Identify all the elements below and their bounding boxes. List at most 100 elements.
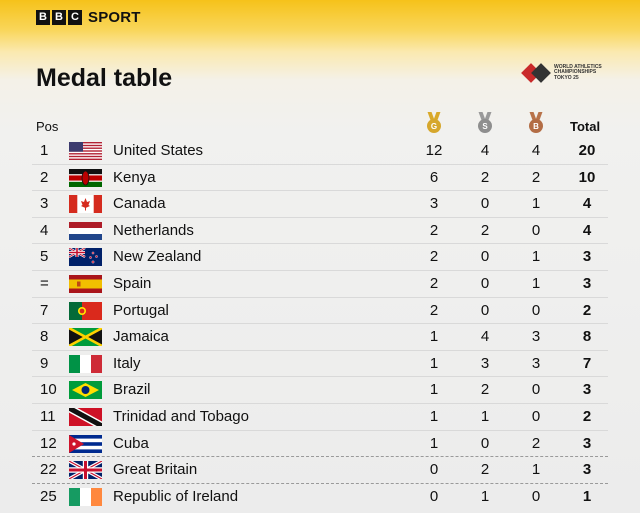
silver-count: 0 <box>480 274 490 292</box>
table-row: 12 Cuba 1 0 2 3 <box>32 431 608 458</box>
gold-count: 6 <box>429 168 439 186</box>
event-logo-line-1: WORLD ATHLETICS <box>554 63 602 70</box>
flag-portugal-icon <box>69 301 102 320</box>
total-count: 3 <box>582 248 592 266</box>
bronze-count: 4 <box>531 142 541 159</box>
bronze-count: 0 <box>531 221 541 239</box>
gold-count: 2 <box>429 301 439 319</box>
total-count: 8 <box>582 328 592 346</box>
row-position: 8 <box>40 328 49 346</box>
gold-count: 0 <box>429 461 439 479</box>
gold-count: 2 <box>429 248 439 266</box>
silver-count: 2 <box>480 168 490 186</box>
bronze-count: 0 <box>531 381 541 399</box>
flag-italy-icon <box>69 354 102 373</box>
row-position: 10 <box>40 381 57 399</box>
silver-count: 4 <box>480 142 490 159</box>
country-name: Cuba <box>113 434 149 452</box>
bbc-logo-block-2: B <box>52 9 66 25</box>
table-row: 7 Portugal 2 0 0 2 <box>32 298 608 325</box>
bronze-count: 1 <box>531 248 541 266</box>
table-row: 25 Republic of Ireland 0 1 0 1 <box>32 484 608 510</box>
row-position: 11 <box>40 407 56 425</box>
table-row: 5 New Zealand 2 0 1 3 <box>32 244 608 271</box>
gold-count: 0 <box>429 487 439 505</box>
flag-great-britain-icon <box>69 461 102 480</box>
country-name: United States <box>113 142 204 159</box>
row-position: 7 <box>40 301 49 319</box>
gold-count: 1 <box>429 354 439 372</box>
total-count: 3 <box>582 461 592 479</box>
table-row: 3 Canada 3 0 1 4 <box>32 191 608 218</box>
table-row: 4 Netherlands 2 2 0 4 <box>32 218 608 245</box>
table-row: 1 United States 12 4 4 20 <box>32 138 608 165</box>
page-title: Medal table <box>36 64 173 92</box>
flag-jamaica-icon <box>69 328 102 347</box>
bronze-count: 3 <box>531 354 541 372</box>
country-name: Kenya <box>113 168 156 186</box>
flag-ireland-icon <box>69 487 102 506</box>
table-row: 9 Italy 1 3 3 7 <box>32 351 608 378</box>
flag-netherlands-icon <box>69 221 102 240</box>
bronze-count: 2 <box>531 168 541 186</box>
medal-table: 1 United States 12 4 4 20 2 <box>32 138 608 509</box>
event-logo-line-2: CHAMPIONSHIPS <box>554 69 597 76</box>
silver-count: 0 <box>480 434 490 452</box>
bronze-count: 1 <box>531 195 541 213</box>
row-position: 4 <box>40 221 49 239</box>
bronze-count: 1 <box>531 274 541 292</box>
table-row: 8 Jamaica 1 4 3 8 <box>32 324 608 351</box>
flag-canada-icon <box>69 195 102 214</box>
bbc-logo-block-1: B <box>36 9 50 25</box>
country-name: Trinidad and Tobago <box>113 407 249 425</box>
total-count: 7 <box>582 354 592 372</box>
country-name: Netherlands <box>113 221 194 239</box>
gold-count: 12 <box>425 142 443 159</box>
championships-mark-icon <box>521 63 551 83</box>
table-header: Pos G S B Total <box>0 112 640 138</box>
country-name: Italy <box>113 354 141 372</box>
flag-trinidad-tobago-icon <box>69 407 102 426</box>
country-name: Canada <box>113 195 166 213</box>
silver-count: 0 <box>480 301 490 319</box>
bbc-sport-logo[interactable]: B B C SPORT <box>36 9 141 26</box>
bbc-logo-block-3: C <box>68 9 82 25</box>
silver-count: 2 <box>480 381 490 399</box>
bronze-count: 0 <box>531 301 541 319</box>
silver-count: 1 <box>480 487 490 505</box>
total-count: 1 <box>582 487 592 505</box>
bronze-count: 2 <box>531 434 541 452</box>
total-count: 4 <box>582 221 592 239</box>
table-row: 10 Brazil 1 2 0 3 <box>32 377 608 404</box>
total-count: 10 <box>578 168 596 186</box>
country-name: Great Britain <box>113 461 198 479</box>
country-name: Brazil <box>113 381 151 399</box>
silver-count: 2 <box>480 461 490 479</box>
silver-count: 2 <box>480 221 490 239</box>
gold-count: 2 <box>429 221 439 239</box>
row-position: 9 <box>40 354 49 372</box>
row-position: 3 <box>40 195 49 213</box>
silver-count: 0 <box>480 195 490 213</box>
table-row: 22 Great Britain 0 2 1 3 <box>32 457 608 484</box>
total-count: 4 <box>582 195 592 213</box>
row-position: = <box>40 274 49 292</box>
country-name: Spain <box>113 274 152 292</box>
row-position: 12 <box>40 434 57 452</box>
row-position: 1 <box>40 142 49 159</box>
country-name: Jamaica <box>113 328 169 346</box>
silver-count: 1 <box>480 407 490 425</box>
row-position: 25 <box>40 487 57 505</box>
silver-count: 4 <box>480 328 490 346</box>
total-count: 2 <box>582 407 592 425</box>
total-count: 2 <box>582 301 592 319</box>
event-logo-line-3: TOKYO 25 <box>554 74 579 81</box>
bronze-count: 1 <box>531 461 541 479</box>
world-championships-logo: WORLD ATHLETICS CHAMPIONSHIPS TOKYO 25 <box>521 63 608 83</box>
flag-new-zealand-icon <box>69 248 102 267</box>
silver-count: 0 <box>480 248 490 266</box>
total-count: 3 <box>582 274 592 292</box>
gold-count: 1 <box>429 381 439 399</box>
table-row: = Spain 2 0 1 3 <box>32 271 608 298</box>
bronze-count: 0 <box>531 487 541 505</box>
